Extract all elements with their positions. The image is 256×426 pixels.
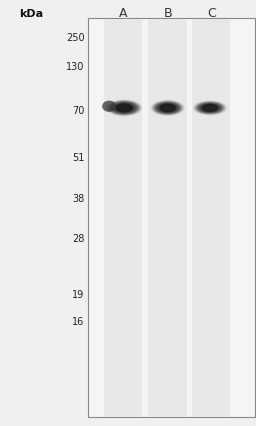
Ellipse shape — [199, 104, 221, 113]
Ellipse shape — [198, 103, 222, 114]
Ellipse shape — [159, 104, 176, 113]
Ellipse shape — [123, 108, 126, 109]
Ellipse shape — [154, 102, 182, 115]
Text: C: C — [207, 7, 216, 20]
Ellipse shape — [158, 104, 177, 113]
Ellipse shape — [162, 106, 174, 112]
Bar — [88, 19, 255, 417]
Ellipse shape — [109, 102, 139, 115]
Ellipse shape — [116, 105, 132, 112]
Ellipse shape — [115, 104, 133, 113]
Ellipse shape — [102, 101, 116, 112]
Ellipse shape — [205, 106, 215, 111]
Ellipse shape — [207, 107, 213, 110]
Ellipse shape — [193, 101, 227, 116]
Ellipse shape — [155, 103, 180, 115]
Ellipse shape — [114, 104, 134, 113]
Ellipse shape — [204, 106, 216, 111]
Ellipse shape — [113, 103, 136, 114]
Ellipse shape — [166, 108, 169, 109]
Text: 70: 70 — [72, 105, 84, 115]
Text: 16: 16 — [72, 317, 84, 327]
Text: 38: 38 — [72, 193, 84, 203]
Ellipse shape — [152, 101, 183, 116]
Bar — [104, 20, 142, 417]
Ellipse shape — [121, 107, 127, 110]
Ellipse shape — [195, 102, 225, 115]
Bar — [148, 20, 187, 417]
Ellipse shape — [111, 103, 137, 115]
Ellipse shape — [163, 106, 172, 111]
Ellipse shape — [118, 106, 131, 112]
Text: 19: 19 — [72, 290, 84, 300]
Text: kDa: kDa — [19, 9, 43, 19]
Ellipse shape — [208, 108, 211, 109]
Ellipse shape — [202, 105, 218, 112]
Bar — [192, 20, 230, 417]
Ellipse shape — [106, 100, 142, 117]
Ellipse shape — [196, 103, 224, 115]
Text: 28: 28 — [72, 233, 84, 244]
Ellipse shape — [165, 107, 171, 110]
Text: 250: 250 — [66, 32, 84, 43]
Text: A: A — [119, 7, 127, 20]
Ellipse shape — [160, 105, 175, 112]
Text: B: B — [163, 7, 172, 20]
Text: 130: 130 — [66, 62, 84, 72]
Ellipse shape — [201, 104, 218, 113]
Ellipse shape — [108, 101, 141, 116]
Ellipse shape — [151, 101, 185, 117]
Text: 51: 51 — [72, 153, 84, 163]
Ellipse shape — [119, 106, 129, 111]
Ellipse shape — [157, 104, 178, 114]
Ellipse shape — [201, 104, 219, 113]
